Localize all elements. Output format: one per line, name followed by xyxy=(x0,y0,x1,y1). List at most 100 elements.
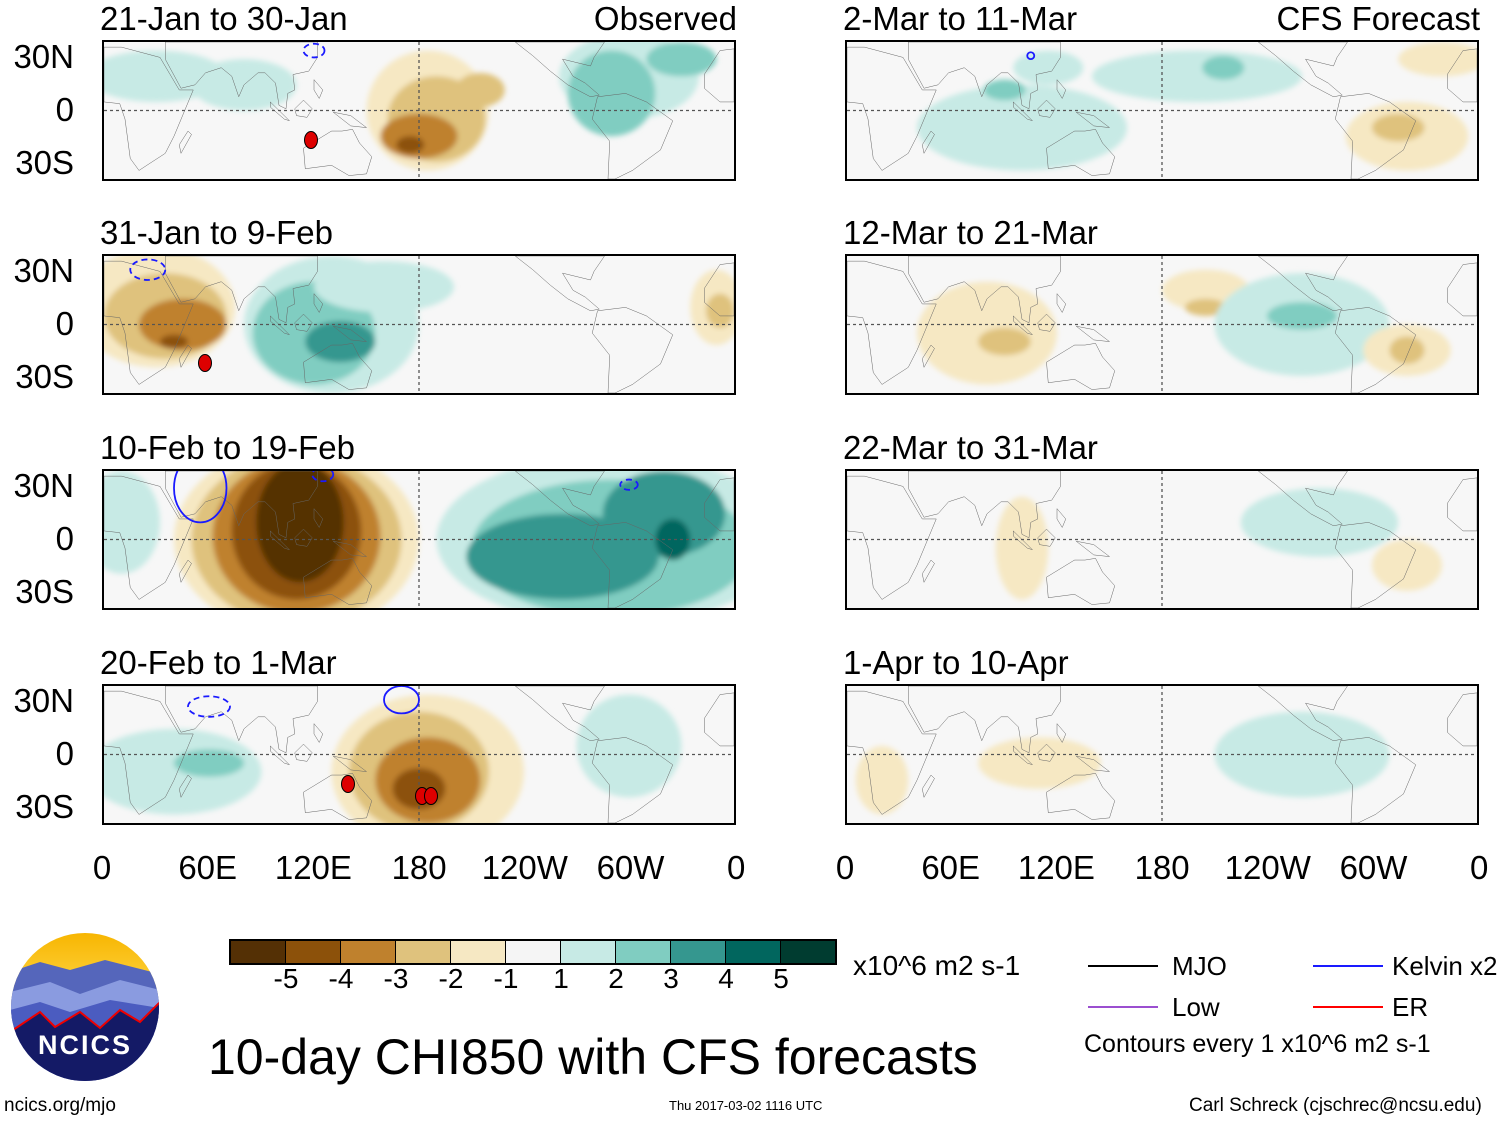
footer-author: Carl Schreck (cjschrec@ncsu.edu) xyxy=(1189,1095,1482,1116)
coastline xyxy=(1335,93,1416,179)
coastline xyxy=(922,560,934,582)
panel-title: 31-Jan to 9-Feb xyxy=(100,214,333,251)
kelvin-contour xyxy=(312,471,333,481)
coastline xyxy=(592,307,673,393)
kelvin-contour xyxy=(1027,52,1034,59)
colorbar-swatch xyxy=(506,941,561,963)
coastline xyxy=(179,345,191,367)
anomaly-region xyxy=(256,471,344,583)
anomaly-region xyxy=(314,261,454,313)
tropical-cyclone-icon xyxy=(423,787,438,806)
coastline xyxy=(179,131,191,153)
coastline xyxy=(333,112,366,127)
coastline xyxy=(1335,522,1416,608)
coastline xyxy=(270,102,289,121)
coastline xyxy=(515,256,604,311)
legend-low: Low xyxy=(1172,992,1220,1022)
coastline xyxy=(922,345,934,367)
figure-title: 10-day CHI850 with CFS forecasts xyxy=(208,1029,978,1085)
lon-label: 120W xyxy=(1224,849,1311,886)
anomaly-region xyxy=(917,84,1127,171)
colorbar xyxy=(229,939,837,965)
lon-label: 180 xyxy=(1134,849,1190,886)
coastline xyxy=(104,691,193,814)
coastline xyxy=(314,80,323,99)
colorbar-label: 1 xyxy=(553,963,569,994)
coastline xyxy=(847,261,936,384)
anomaly-region xyxy=(855,745,909,815)
coastline xyxy=(1076,756,1109,771)
lon-label: 60E xyxy=(178,849,238,886)
colorbar-label: 3 xyxy=(663,963,679,994)
coastline xyxy=(1447,478,1477,531)
coastline xyxy=(1335,737,1416,823)
coastline xyxy=(1013,746,1032,765)
tropical-cyclone-icon xyxy=(198,353,213,372)
coastline xyxy=(304,558,372,604)
coastline xyxy=(304,773,372,819)
coastline xyxy=(1057,724,1066,743)
anomaly-region xyxy=(1013,50,1084,85)
coastline xyxy=(104,261,193,384)
anomaly-region xyxy=(466,513,659,600)
colorbar-swatch xyxy=(671,941,726,963)
legend-low-line xyxy=(1088,1006,1158,1008)
coastline xyxy=(104,47,193,170)
coastline xyxy=(908,471,1060,538)
colorbar-swatch xyxy=(231,941,286,963)
colorbar-swatch xyxy=(781,941,835,963)
map-panel xyxy=(845,40,1479,181)
coastline xyxy=(1013,102,1032,121)
footer-url[interactable]: ncics.org/mjo xyxy=(4,1095,116,1116)
coastline xyxy=(314,294,323,313)
lon-label: 120E xyxy=(274,849,352,886)
lon-label: 0 xyxy=(1470,849,1489,886)
coastline xyxy=(270,531,289,550)
anomaly-region xyxy=(1389,336,1425,364)
coastline xyxy=(1076,541,1109,556)
legend-er: ER xyxy=(1392,992,1429,1022)
coastline xyxy=(1047,773,1115,819)
coastline xyxy=(704,263,734,316)
anomaly-region xyxy=(1202,55,1245,80)
map-panel xyxy=(102,684,736,825)
colorbar-label: 4 xyxy=(718,963,734,994)
coastline xyxy=(1013,316,1032,335)
footer-timestamp: Thu 2017-03-02 1116 UTC xyxy=(669,1098,823,1113)
coastline xyxy=(314,509,323,528)
anomaly-region xyxy=(567,50,656,137)
lat-label: 0 xyxy=(55,735,74,772)
anomaly-region xyxy=(1267,302,1337,330)
anomaly-region xyxy=(706,293,734,328)
lat-label: 0 xyxy=(55,520,74,557)
anomaly-region xyxy=(174,749,244,777)
lon-label: 120W xyxy=(481,849,568,886)
coastline xyxy=(270,316,289,335)
colorbar-label: 5 xyxy=(773,963,789,994)
anomaly-region xyxy=(978,737,1101,789)
coastline xyxy=(304,343,372,389)
coastline xyxy=(1447,693,1477,746)
legend-mjo-line xyxy=(1088,965,1158,967)
lat-label: 30N xyxy=(13,682,74,719)
svg-text:NCICS: NCICS xyxy=(38,1030,132,1060)
anomaly-region xyxy=(1372,539,1442,591)
legend-mjo: MJO xyxy=(1172,951,1227,981)
coastline xyxy=(922,775,934,797)
panel-title: 20-Feb to 1-Mar xyxy=(100,644,337,681)
coastline xyxy=(908,686,1060,753)
anomaly-region xyxy=(1372,113,1425,142)
panel-title: 22-Mar to 31-Mar xyxy=(843,429,1098,466)
coastline xyxy=(704,478,734,531)
colorbar-label: -1 xyxy=(493,963,519,994)
map-panel xyxy=(845,254,1479,395)
coastline xyxy=(104,476,193,599)
coastline xyxy=(333,326,366,341)
coastline xyxy=(847,691,936,814)
lat-label: 30N xyxy=(13,467,74,504)
coastline xyxy=(165,471,317,538)
colorbar-label: -4 xyxy=(328,963,354,994)
anomaly-region xyxy=(655,518,691,561)
anomaly-region xyxy=(978,327,1031,356)
